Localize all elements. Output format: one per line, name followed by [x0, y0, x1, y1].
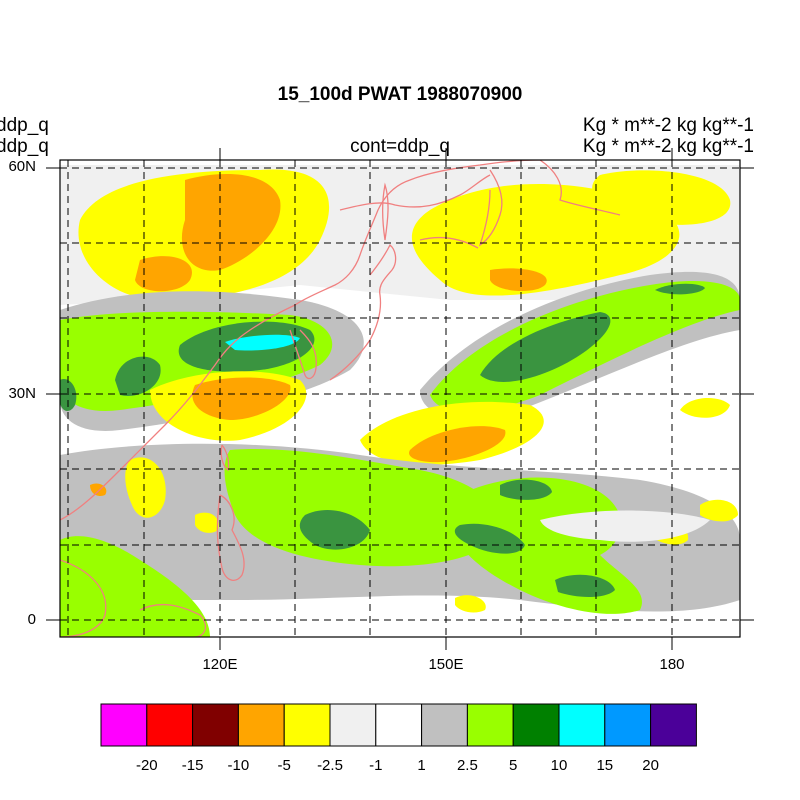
lat-tick-30n: 30N [8, 385, 36, 402]
coast-okhotsk [339, 174, 491, 211]
colorbar-tick-label: -15 [181, 757, 204, 774]
map-title: 15_100d PWAT 1988070900 [277, 84, 523, 105]
field-darkgreen-ne [655, 283, 705, 295]
field-darkgreen-west-3 [60, 379, 77, 412]
colorbar-tick-label: 2.5 [456, 757, 478, 774]
colorbar-tick-label: -1 [369, 757, 383, 774]
colorbar-box-8 [466, 703, 514, 747]
tick-marks [46, 148, 754, 650]
field-yellow-tropics-1 [125, 457, 166, 518]
colorbar-box-2 [192, 703, 239, 747]
colorbar-tick-label: -10 [227, 757, 250, 774]
coast-indonesia [139, 603, 207, 637]
colorbar-box-7 [421, 703, 468, 747]
shaded-field [60, 160, 740, 637]
colorbar-tick-label: 10 [550, 757, 568, 774]
colorbar-tick-label: -2.5 [317, 757, 343, 774]
graticule-major [60, 167, 740, 621]
colorbar-box-1 [146, 703, 194, 747]
coast-philippines [216, 494, 245, 581]
coast-korea [289, 329, 317, 380]
field-orange-mid-east [409, 426, 506, 463]
lat-tick-60n: 60N [8, 158, 36, 175]
contour-label: cont=ddp_q [350, 136, 450, 157]
field-yellow-tropics-5 [195, 512, 219, 533]
colorbar-tick-label: -5 [277, 757, 291, 774]
field-darkgreen-tropics-4 [555, 574, 615, 597]
colorbar-box-4 [283, 703, 331, 747]
field-orange-n3 [490, 268, 547, 292]
coast-japan [329, 243, 397, 381]
field-yellow-tropics-4 [700, 499, 738, 522]
coast-kuril [419, 237, 479, 249]
field-darkgreen-west-2 [115, 356, 161, 396]
lon-tick-180: 180 [659, 656, 685, 673]
field-yellow-north-ne [592, 170, 731, 225]
coast-kamchatka [478, 169, 503, 247]
field-darkgreen-tropics-3 [500, 479, 552, 500]
field-yellow-north-east [411, 183, 680, 296]
coast-taiwan [220, 444, 230, 472]
colorbar-tick-label: 20 [642, 757, 659, 774]
lat-tick-0: 0 [27, 611, 36, 628]
field-orange-n2 [135, 256, 192, 292]
coastlines [60, 160, 621, 637]
field-yellow-east-small [680, 398, 730, 418]
colorbar-box-12 [650, 703, 697, 747]
field-darkgreen-east [480, 312, 611, 382]
field-green-tropics-west [224, 449, 501, 567]
colorbar-box-11 [604, 703, 652, 747]
colorbar-tick-label: 15 [596, 757, 614, 774]
left-variable-label-1: ddp_q [0, 115, 49, 136]
field-yellow-tropics-2 [455, 595, 486, 613]
colorbar-box-9 [512, 703, 560, 747]
colorbar-tick-label: -20 [135, 757, 158, 774]
units-label-2: Kg * m**-2 kg kg**-1 [582, 136, 754, 157]
colorbar-box-3 [237, 703, 285, 747]
field-darkgreen-tropics-2 [454, 523, 525, 554]
coast-bering [539, 160, 621, 216]
field-cyan [225, 334, 300, 351]
colorbar-box-0 [100, 703, 148, 747]
field-orange-mid-west [192, 377, 291, 420]
colorbar-tick-label: 1 [417, 757, 426, 774]
coast-sakhalin [382, 182, 389, 241]
units-label-1: Kg * m**-2 kg kg**-1 [582, 115, 754, 136]
field-green-tropics-sw [60, 536, 210, 637]
field-white-pac [540, 510, 710, 542]
colorbar-box-10 [558, 703, 606, 747]
field-darkgreen-tropics-1 [299, 510, 370, 550]
map-frame [59, 159, 741, 638]
colorbar-tick-label: 5 [509, 757, 518, 774]
lon-tick-150e: 150E [428, 656, 464, 673]
graticule [60, 160, 740, 637]
field-orange-n1 [181, 174, 281, 271]
colorbar [100, 703, 697, 747]
colorbar-box-6 [375, 703, 423, 747]
colorbar-box-5 [329, 703, 377, 747]
lon-tick-120e: 120E [202, 656, 238, 673]
left-variable-label-2: ddp_q [0, 136, 49, 157]
coast-asia-mainland [60, 160, 541, 521]
coast-borneo [60, 559, 107, 637]
